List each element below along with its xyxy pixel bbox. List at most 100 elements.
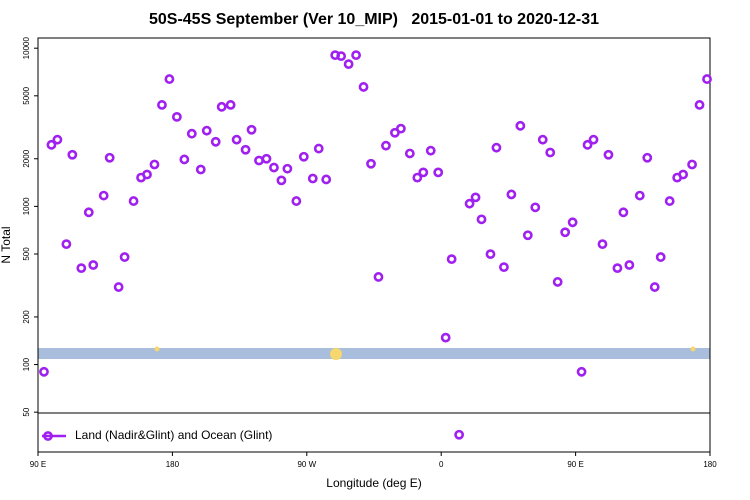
point (381, 140, 391, 151)
point (476, 214, 487, 225)
point (425, 145, 436, 156)
point (39, 366, 49, 377)
glint-spot (690, 346, 696, 352)
glint-spot (154, 346, 160, 352)
point (269, 162, 279, 173)
x-tick-label: 90 E (567, 460, 583, 469)
point (664, 196, 675, 206)
point (404, 148, 415, 159)
y-tick-label: 200 (22, 310, 31, 324)
point (119, 252, 130, 262)
y-tick-label: 10000 (22, 37, 31, 60)
point (336, 51, 347, 62)
x-tick-label: 180 (166, 460, 180, 469)
point (358, 82, 369, 92)
point (179, 154, 190, 165)
point (588, 134, 599, 145)
x-tick-label: 90 E (30, 460, 46, 469)
point (104, 152, 115, 163)
point (412, 172, 423, 183)
point (485, 249, 496, 260)
point (366, 158, 376, 169)
point (246, 124, 257, 135)
point (321, 174, 332, 185)
point (545, 147, 556, 158)
point (186, 128, 197, 139)
point (395, 123, 406, 134)
point (343, 59, 354, 70)
point (240, 144, 251, 155)
point (195, 164, 206, 175)
point (655, 252, 666, 262)
point (440, 332, 451, 343)
point (142, 169, 152, 180)
point (261, 153, 272, 164)
point (446, 254, 457, 265)
point (98, 190, 109, 201)
legend-marker (43, 431, 53, 441)
y-tick-label: 100 (22, 357, 31, 371)
point (567, 217, 578, 228)
point (61, 239, 72, 250)
point (210, 136, 221, 147)
point (522, 230, 533, 241)
x-tick-label: 90 W (297, 460, 316, 469)
point (702, 74, 712, 84)
point (634, 190, 645, 201)
point (464, 198, 475, 209)
y-axis-label: N Total (0, 226, 13, 263)
point (603, 149, 614, 160)
point (612, 263, 623, 274)
y-tick-label: 1000 (22, 197, 31, 215)
point (678, 169, 689, 180)
point (157, 100, 167, 110)
x-tick-label: 180 (703, 460, 717, 469)
point (687, 159, 697, 170)
y-tick-label: 5000 (22, 86, 31, 104)
point (597, 239, 608, 250)
y-tick-label: 500 (22, 247, 31, 261)
point (418, 167, 429, 178)
point (433, 167, 444, 178)
point (624, 260, 635, 270)
legend-label: Land (Nadir&Glint) and Ocean (Glint) (75, 428, 272, 442)
point (291, 196, 302, 206)
point (582, 139, 593, 150)
point (694, 100, 705, 110)
y-tick-label: 50 (22, 407, 31, 416)
point (470, 192, 481, 203)
point (276, 175, 287, 186)
point (649, 282, 660, 292)
x-axis-label: Longitude (deg E) (326, 476, 421, 490)
y-tick-label: 2000 (22, 149, 31, 167)
point (128, 196, 139, 206)
point (149, 159, 160, 170)
point (313, 143, 324, 154)
point (307, 173, 318, 184)
point (552, 277, 563, 287)
point (642, 152, 653, 163)
point (231, 134, 242, 145)
point (506, 189, 517, 200)
point (499, 262, 509, 273)
chart-title: 50S-45S September (Ver 10_MIP) 2015-01-0… (149, 11, 599, 28)
point (351, 50, 361, 61)
point (67, 149, 78, 160)
point (515, 120, 526, 131)
point (52, 134, 63, 145)
plot-frame (37, 37, 711, 453)
point (560, 227, 571, 238)
point (576, 366, 587, 377)
ocean-band (38, 348, 710, 359)
point (373, 272, 384, 282)
point (171, 111, 182, 122)
point (216, 101, 227, 112)
glint-spot (330, 348, 342, 360)
point (164, 74, 175, 84)
point (282, 163, 293, 174)
point (491, 142, 502, 153)
point (530, 202, 541, 213)
x-tick-label: 0 (439, 460, 444, 469)
